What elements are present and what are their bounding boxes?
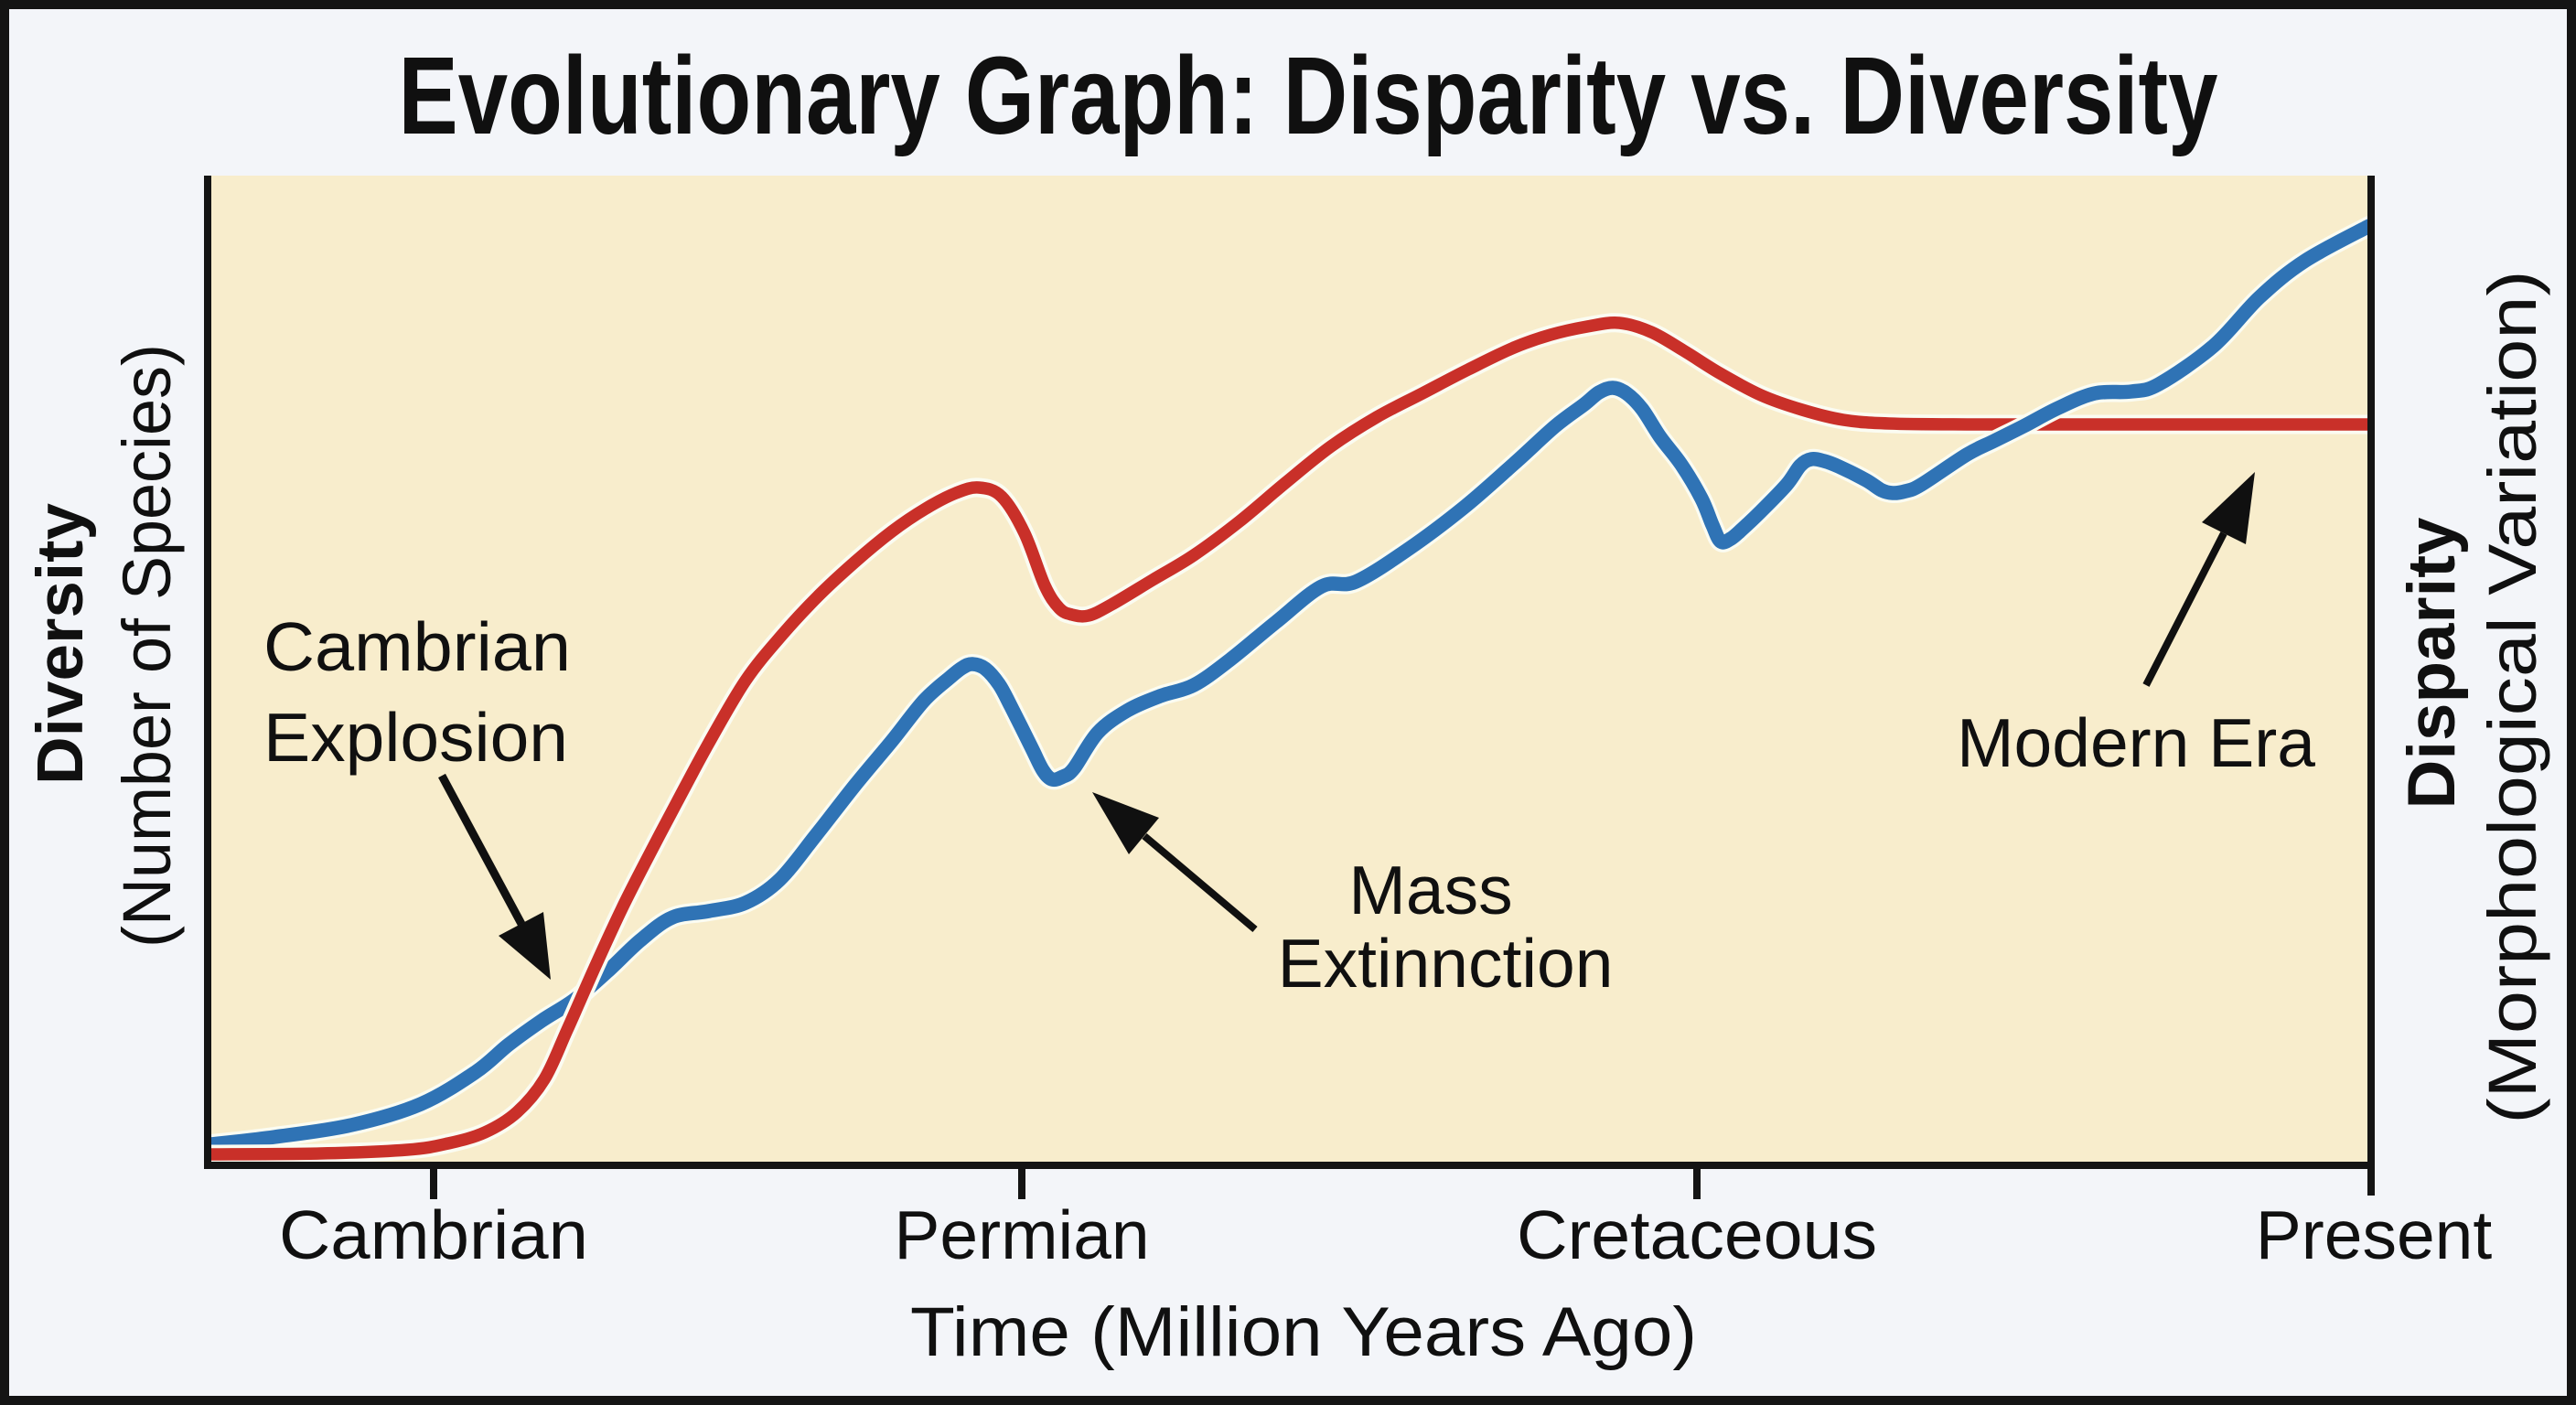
svg-text:(Number of Species): (Number of Species)	[109, 344, 185, 948]
svg-text:Modern Era: Modern Era	[1957, 704, 2315, 781]
svg-text:Extinnction: Extinnction	[1278, 925, 1614, 1002]
svg-text:Permian: Permian	[894, 1196, 1149, 1273]
svg-text:Cretaceous: Cretaceous	[1517, 1196, 1877, 1273]
svg-text:Disparity: Disparity	[2395, 517, 2469, 809]
svg-text:Diversity: Diversity	[25, 502, 97, 785]
svg-text:Mass: Mass	[1348, 852, 1512, 928]
svg-text:Cambrian: Cambrian	[263, 608, 571, 685]
svg-text:Cambrian: Cambrian	[279, 1196, 588, 1273]
svg-text:Present: Present	[2256, 1196, 2493, 1273]
svg-text:Explosion: Explosion	[263, 699, 568, 776]
svg-text:Time (Million Years Ago): Time (Million Years Ago)	[910, 1293, 1697, 1371]
svg-text:(Morphological Variation): (Morphological Variation)	[2474, 271, 2550, 1124]
svg-text:Evolutionary Graph: Disparity: Evolutionary Graph: Disparity vs. Divers…	[399, 33, 2218, 157]
